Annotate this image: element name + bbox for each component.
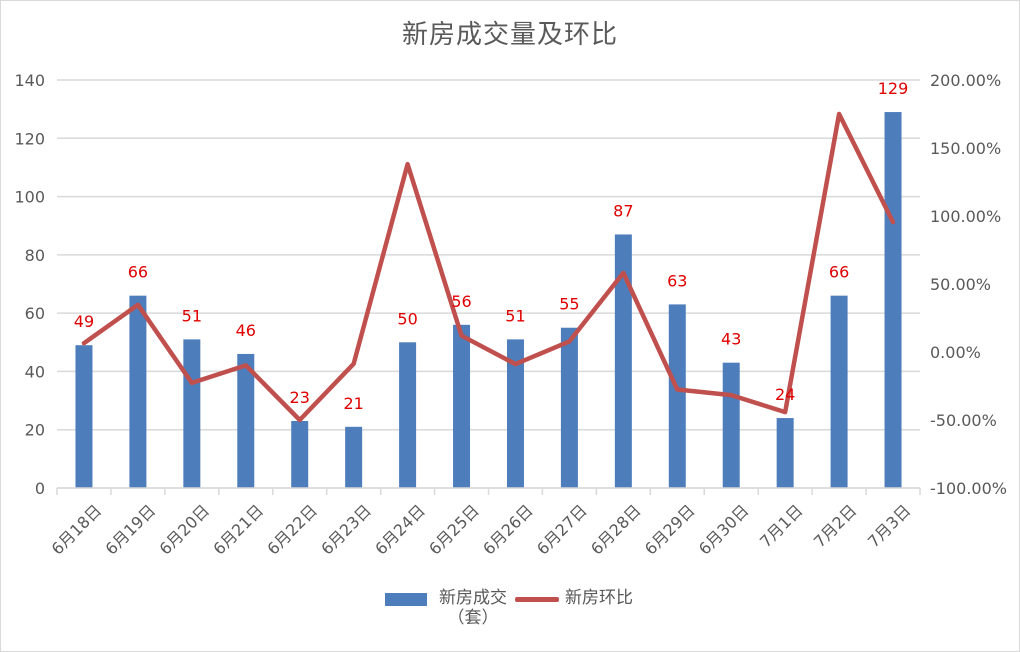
bar-data-label: 66 bbox=[128, 263, 148, 282]
bar bbox=[668, 304, 686, 488]
x-category-label: 7月3日 bbox=[864, 501, 914, 551]
y-right-tick-label: -100.00% bbox=[930, 479, 1007, 498]
bar bbox=[291, 420, 309, 488]
bar-data-label: 46 bbox=[236, 321, 256, 340]
bar-data-label: 24 bbox=[775, 385, 795, 404]
x-category-label: 6月19日 bbox=[102, 501, 160, 559]
x-category-label: 7月2日 bbox=[810, 501, 860, 551]
y-right-tick-label: -50.00% bbox=[930, 411, 997, 430]
x-category-label: 6月20日 bbox=[155, 501, 213, 559]
chart-legend: 新房成交 （套） 新房环比 bbox=[385, 588, 633, 628]
y-right-tick-label: 150.00% bbox=[930, 139, 1001, 158]
bar bbox=[183, 339, 201, 488]
bar-data-label: 49 bbox=[74, 312, 94, 331]
x-category-label: 7月1日 bbox=[756, 501, 806, 551]
x-category-label: 6月28日 bbox=[587, 501, 645, 559]
bar bbox=[884, 112, 902, 489]
ratio-line bbox=[81, 111, 896, 423]
y-left-tick-label: 140 bbox=[14, 71, 45, 90]
chart-title: 新房成交量及环比 bbox=[401, 20, 618, 50]
legend-bar-label: 新房成交 （套） bbox=[439, 588, 507, 628]
bar bbox=[75, 345, 93, 488]
bar-data-label: 23 bbox=[290, 388, 310, 407]
x-category-label: 6月27日 bbox=[533, 501, 591, 559]
bar-data-label: 43 bbox=[721, 330, 741, 349]
legend-item-line: 新房环比 bbox=[513, 588, 633, 608]
bar bbox=[776, 418, 794, 488]
bar-data-label: 129 bbox=[878, 79, 909, 98]
bar bbox=[237, 353, 255, 488]
y-right-tick-label: 50.00% bbox=[930, 275, 991, 294]
y-left-tick-label: 20 bbox=[25, 421, 45, 440]
bar bbox=[129, 295, 147, 488]
bar-data-label: 51 bbox=[182, 306, 202, 325]
y-right-tick-label: 0.00% bbox=[930, 343, 981, 362]
y-right-tick-label: 200.00% bbox=[930, 71, 1001, 90]
bar bbox=[345, 426, 363, 488]
bar bbox=[830, 295, 848, 488]
y-left-tick-label: 60 bbox=[25, 304, 45, 323]
bar bbox=[560, 327, 578, 488]
y-left-tick-label: 0 bbox=[35, 479, 45, 498]
bar-data-label: 50 bbox=[397, 309, 417, 328]
bar-data-label: 51 bbox=[505, 306, 525, 325]
bar-data-label: 21 bbox=[343, 394, 363, 413]
bar-data-label: 55 bbox=[559, 295, 579, 314]
legend-item-bar: 新房成交 （套） bbox=[385, 588, 513, 628]
bar bbox=[399, 342, 417, 488]
bar bbox=[722, 362, 740, 488]
bar bbox=[614, 234, 632, 488]
x-category-label: 6月29日 bbox=[641, 501, 699, 559]
x-category-label: 6月21日 bbox=[209, 501, 267, 559]
y-left-tick-label: 100 bbox=[14, 188, 45, 207]
bar-data-label: 66 bbox=[829, 263, 849, 282]
bar-data-label: 63 bbox=[667, 271, 687, 290]
y-right-tick-label: 100.00% bbox=[930, 207, 1001, 226]
bar-data-label: 87 bbox=[613, 201, 633, 220]
y-left-tick-label: 120 bbox=[14, 129, 45, 148]
bar bbox=[453, 324, 471, 488]
x-category-label: 6月22日 bbox=[263, 501, 321, 559]
x-category-label: 6月24日 bbox=[371, 501, 429, 559]
legend-bar-swatch bbox=[385, 593, 427, 606]
y-left-tick-label: 40 bbox=[25, 362, 45, 381]
legend-line-swatch bbox=[515, 597, 559, 602]
bar-data-label: 56 bbox=[451, 292, 471, 311]
x-category-label: 6月23日 bbox=[317, 501, 375, 559]
legend-line-label: 新房环比 bbox=[565, 588, 633, 608]
x-category-label: 6月30日 bbox=[695, 501, 753, 559]
x-category-label: 6月26日 bbox=[479, 501, 537, 559]
x-category-label: 6月25日 bbox=[425, 501, 483, 559]
x-category-label: 6月18日 bbox=[48, 501, 106, 559]
bar bbox=[506, 339, 524, 488]
y-left-tick-label: 80 bbox=[25, 246, 45, 265]
